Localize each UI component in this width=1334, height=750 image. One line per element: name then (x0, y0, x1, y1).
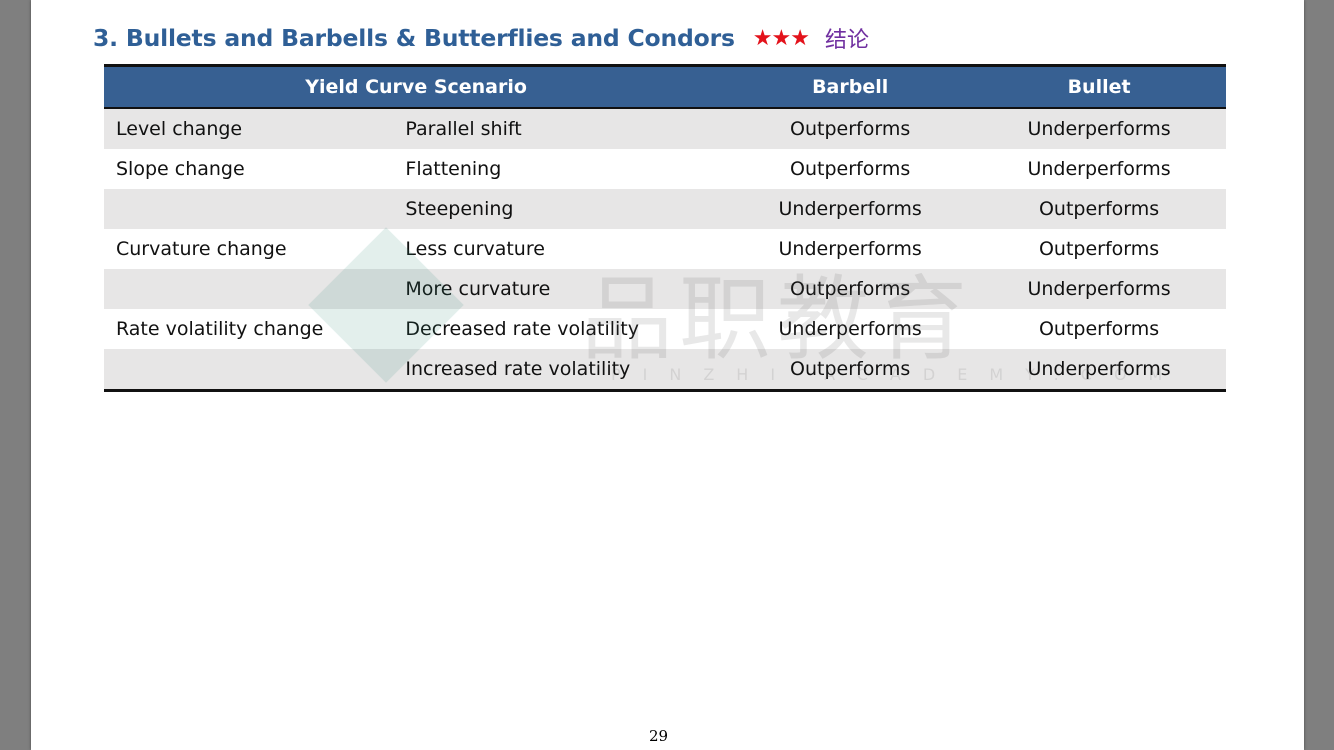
header-barbell: Barbell (728, 64, 973, 109)
cell-scenario: Less curvature (405, 238, 545, 260)
cell-barbell: Underperforms (778, 318, 922, 340)
cell-scenario: Increased rate volatility (393, 349, 729, 392)
cell-bullet: Underperforms (1027, 158, 1171, 180)
table-row: More curvature Outperforms Underperforms (104, 269, 1226, 309)
cell-bullet: Underperforms (972, 108, 1226, 149)
cell-category: Curvature change (116, 238, 287, 260)
table-row: Rate volatility change Decreased rate vo… (104, 309, 1226, 349)
table-row: Curvature change Less curvature Underper… (104, 229, 1226, 269)
conclusion-tag: 结论 (824, 28, 869, 53)
cell-barbell: Outperforms (728, 269, 973, 309)
table-row: Steepening Underperforms Outperforms (104, 189, 1226, 229)
table-row: Increased rate volatility Outperforms Un… (104, 349, 1226, 392)
document-page: 3. Bullets and Barbells & Butterflies an… (31, 0, 1304, 750)
cell-bullet: Outperforms (1038, 318, 1160, 340)
cell-scenario: More curvature (393, 269, 729, 309)
yield-curve-scenario-table: Yield Curve Scenario Barbell Bullet Leve… (104, 64, 1226, 392)
cell-barbell: Outperforms (728, 108, 973, 149)
cell-category (104, 269, 394, 309)
cell-category: Slope change (116, 158, 245, 180)
cell-bullet: Outperforms (972, 189, 1226, 229)
table-header-row: Yield Curve Scenario Barbell Bullet (104, 64, 1226, 109)
cell-barbell: Outperforms (790, 158, 911, 180)
cell-category: Level change (104, 108, 394, 149)
cell-bullet: Underperforms (972, 349, 1226, 392)
table-row: Level change Parallel shift Outperforms … (104, 108, 1226, 149)
header-yield-curve-scenario: Yield Curve Scenario (104, 64, 729, 109)
section-title: 3. Bullets and Barbells & Butterflies an… (93, 24, 735, 52)
cell-barbell: Outperforms (728, 349, 973, 392)
cell-category: Rate volatility change (116, 318, 324, 340)
cell-barbell: Underperforms (778, 238, 922, 260)
cell-scenario: Parallel shift (393, 108, 729, 149)
cell-category (104, 349, 394, 392)
cell-bullet: Underperforms (972, 269, 1226, 309)
section-heading: 3. Bullets and Barbells & Butterflies an… (93, 20, 869, 56)
cell-scenario: Decreased rate volatility (405, 318, 639, 340)
cell-category (104, 189, 394, 229)
importance-stars: ★★★ (752, 25, 810, 51)
cell-bullet: Outperforms (1038, 238, 1160, 260)
page-number: 29 (648, 727, 669, 745)
header-bullet: Bullet (972, 64, 1226, 109)
cell-barbell: Underperforms (728, 189, 973, 229)
table-row: Slope change Flattening Outperforms Unde… (104, 149, 1226, 189)
cell-scenario: Flattening (405, 158, 502, 180)
cell-scenario: Steepening (393, 189, 729, 229)
